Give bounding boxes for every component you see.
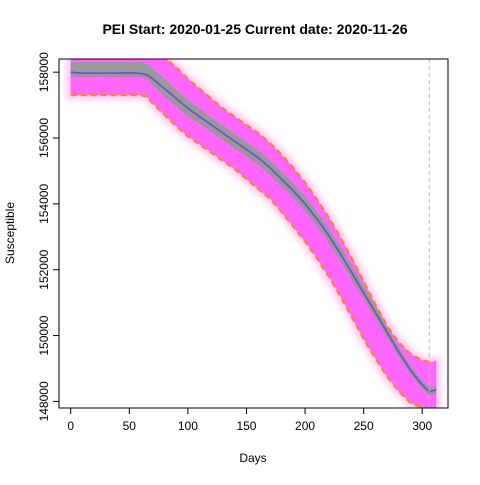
- y-tick-label: 150000: [37, 315, 51, 355]
- x-axis-label: Days: [239, 451, 266, 465]
- x-tick-label: 250: [354, 419, 374, 433]
- chart-title: PEI Start: 2020-01-25 Current date: 2020…: [102, 21, 407, 37]
- lower-bound-line: [70, 94, 425, 408]
- plot-area: [65, 59, 442, 408]
- upper-bound-line: [164, 59, 437, 363]
- median-line: [70, 71, 437, 393]
- y-tick-label: 156000: [37, 118, 51, 158]
- axes: 0 50 100 150 200 250 300 148000 150000 152000 1540…: [37, 52, 433, 433]
- x-tick-label: 150: [236, 419, 256, 433]
- x-tick-label: 0: [67, 419, 74, 433]
- y-tick-label: 158000: [37, 52, 51, 92]
- y-tick-label: 152000: [37, 249, 51, 289]
- x-tick-label: 50: [123, 419, 137, 433]
- uncertainty-band: [70, 59, 437, 408]
- y-tick-label: 154000: [37, 184, 51, 224]
- y-tick-label: 148000: [37, 381, 51, 421]
- x-tick-label: 100: [178, 419, 198, 433]
- y-axis-label: Susceptible: [3, 202, 17, 264]
- plot-frame: [58, 58, 449, 409]
- x-tick-label: 200: [295, 419, 315, 433]
- x-tick-label: 300: [412, 419, 432, 433]
